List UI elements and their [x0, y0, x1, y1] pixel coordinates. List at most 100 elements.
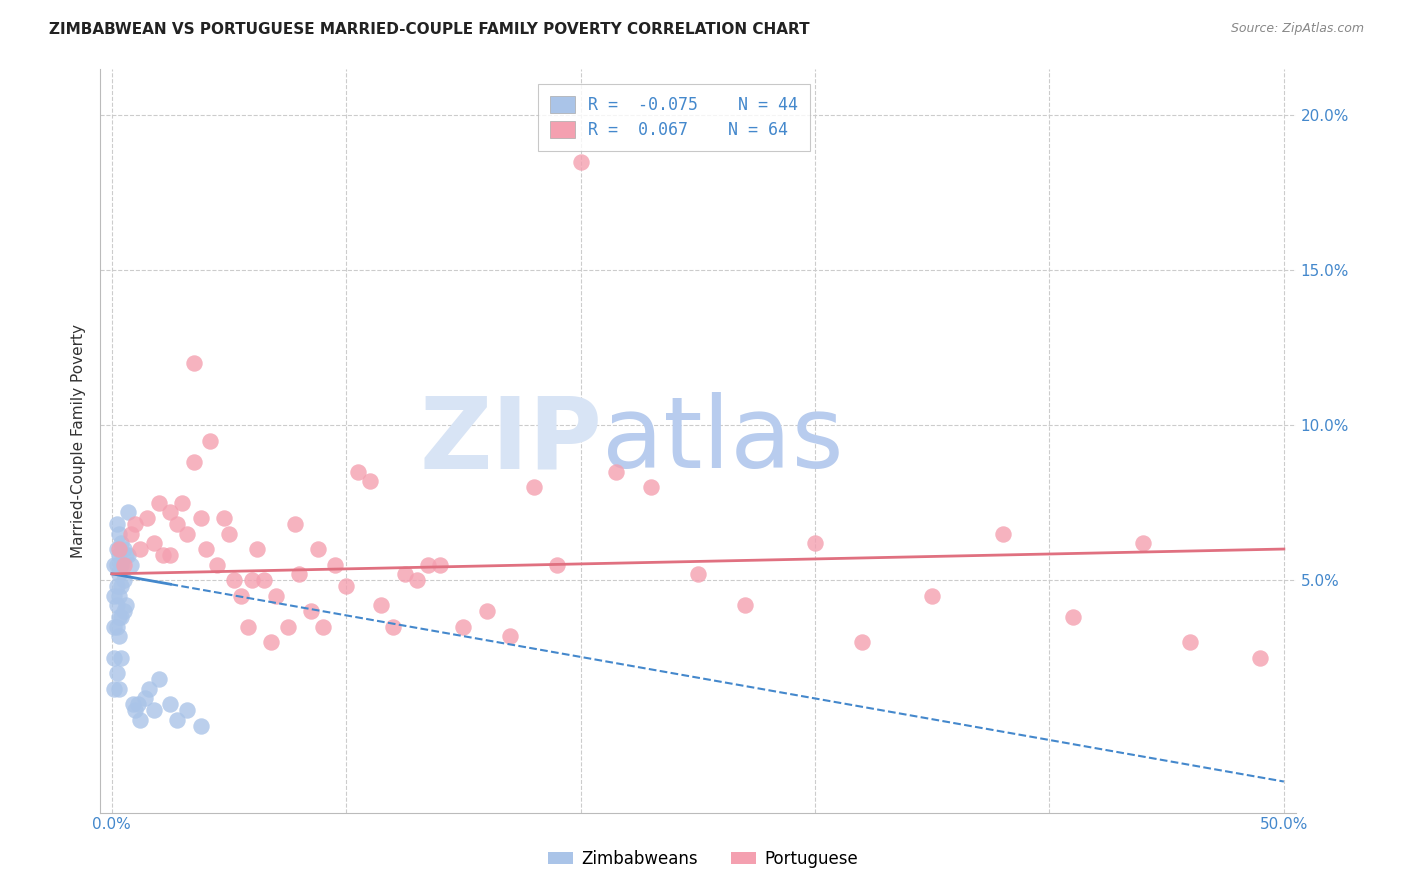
Point [108, 526, 131, 541]
Point [307, 542, 329, 557]
Text: ZIMBABWEAN VS PORTUGUESE MARRIED-COUPLE FAMILY POVERTY CORRELATION CHART: ZIMBABWEAN VS PORTUGUESE MARRIED-COUPLE … [49, 22, 810, 37]
Point [347, 465, 370, 479]
Point [991, 526, 1014, 541]
Point [605, 465, 627, 479]
Point [108, 610, 131, 624]
Point [103, 619, 125, 633]
Point [686, 566, 709, 581]
Point [148, 672, 170, 686]
Point [103, 589, 125, 603]
Point [418, 558, 440, 572]
Point [299, 604, 322, 618]
Point [246, 542, 269, 557]
Legend: Zimbabweans, Portuguese: Zimbabweans, Portuguese [541, 844, 865, 875]
Point [112, 558, 135, 572]
Point [129, 713, 152, 727]
Point [103, 558, 125, 572]
Point [335, 579, 357, 593]
Point [152, 548, 174, 562]
Point [382, 619, 405, 633]
Point [236, 619, 259, 633]
Point [242, 573, 264, 587]
Point [190, 719, 212, 733]
Point [120, 558, 142, 572]
Point [323, 558, 346, 572]
Point [229, 589, 252, 603]
Point [110, 650, 132, 665]
Point [143, 536, 166, 550]
Point [110, 536, 132, 550]
Point [546, 558, 568, 572]
Point [359, 474, 381, 488]
Point [200, 434, 222, 448]
Legend: R =  -0.075    N = 44, R =  0.067    N = 64: R = -0.075 N = 44, R = 0.067 N = 64 [538, 84, 810, 151]
Text: Source: ZipAtlas.com: Source: ZipAtlas.com [1230, 22, 1364, 36]
Point [103, 681, 125, 696]
Point [136, 511, 159, 525]
Point [110, 579, 132, 593]
Text: ZIP: ZIP [419, 392, 602, 489]
Point [117, 548, 139, 562]
Point [108, 681, 131, 696]
Point [110, 610, 132, 624]
Point [124, 517, 146, 532]
Point [129, 542, 152, 557]
Point [921, 589, 943, 603]
Point [105, 558, 128, 572]
Point [312, 619, 335, 633]
Point [194, 542, 217, 557]
Point [166, 713, 188, 727]
Point [127, 697, 149, 711]
Point [499, 629, 522, 643]
Point [117, 505, 139, 519]
Point [172, 495, 194, 509]
Point [122, 697, 145, 711]
Point [218, 526, 240, 541]
Point [734, 598, 756, 612]
Point [264, 589, 287, 603]
Point [1132, 536, 1154, 550]
Point [394, 566, 416, 581]
Point [260, 635, 283, 649]
Point [640, 480, 662, 494]
Point [1249, 650, 1271, 665]
Point [120, 526, 142, 541]
Point [112, 542, 135, 557]
Point [108, 566, 131, 581]
Point [288, 566, 311, 581]
Point [115, 598, 138, 612]
Point [105, 517, 128, 532]
Point [370, 598, 392, 612]
Point [569, 154, 592, 169]
Point [214, 511, 236, 525]
Point [112, 573, 135, 587]
Point [103, 650, 125, 665]
Point [105, 542, 128, 557]
Point [183, 356, 205, 370]
Point [115, 548, 138, 562]
Point [405, 573, 427, 587]
Point [110, 558, 132, 572]
Point [138, 681, 160, 696]
Point [851, 635, 873, 649]
Point [804, 536, 827, 550]
Point [159, 697, 181, 711]
Point [176, 703, 198, 717]
Point [222, 573, 245, 587]
Point [1178, 635, 1201, 649]
Point [183, 455, 205, 469]
Point [108, 548, 131, 562]
Point [253, 573, 276, 587]
Point [166, 517, 188, 532]
Y-axis label: Married-Couple Family Poverty: Married-Couple Family Poverty [72, 324, 86, 558]
Point [105, 598, 128, 612]
Point [105, 619, 128, 633]
Text: atlas: atlas [602, 392, 844, 489]
Point [176, 526, 198, 541]
Point [112, 604, 135, 618]
Point [284, 517, 307, 532]
Point [429, 558, 451, 572]
Point [453, 619, 475, 633]
Point [159, 505, 181, 519]
Point [159, 548, 181, 562]
